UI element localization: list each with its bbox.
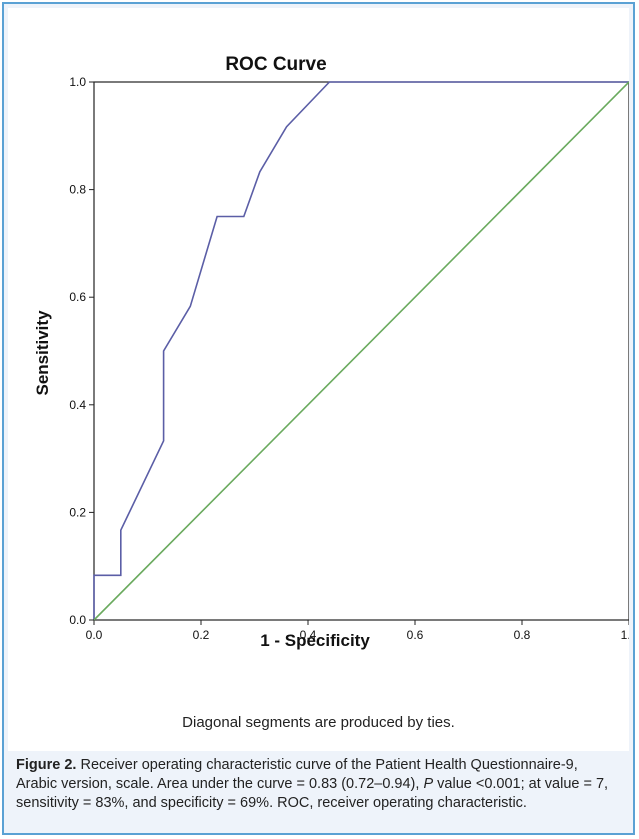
x-tick-label: 0.8 [514,628,531,642]
y-tick-label: 0.2 [69,505,86,519]
chart-title: ROC Curve [225,54,326,75]
x-axis-title: 1 - Specificity [260,631,370,650]
y-tick-label: 0.6 [69,290,86,304]
x-tick-label: 0.6 [407,628,424,642]
roc-curve-line [93,81,629,620]
x-tick-label: 0.0 [86,628,103,642]
y-tick-label: 0.8 [69,183,86,197]
caption-p-italic: P [423,776,434,792]
chart-panel: ROC Curve 0.0 0.2 0.4 0.6 0.8 1.0 0.0 0.2 0.4 0.6… [8,8,629,751]
y-axis-title: Sensitivity [33,310,52,396]
y-tick-label: 0.0 [69,613,86,627]
caption-label: Figure 2. [16,757,77,773]
caption-text-2: value <0.001; at value = 7, sensitivity … [16,776,609,811]
x-tick-label: 1.0 [621,628,629,642]
y-tick-label: 1.0 [69,75,86,89]
chart-footnote: Diagonal segments are produced by ties. [182,714,455,731]
y-tick-label: 0.4 [69,398,86,412]
caption-text-1: Receiver operating characteristic curve … [16,757,578,792]
figure-caption: Figure 2. Receiver operating characteris… [16,756,621,813]
reference-diagonal-line [93,81,629,621]
roc-chart: ROC Curve 0.0 0.2 0.4 0.6 0.8 1.0 0.0 0.2 0.4 0.6… [33,54,629,650]
x-tick-label: 0.4 [300,628,317,642]
x-tick-label: 0.2 [193,628,210,642]
